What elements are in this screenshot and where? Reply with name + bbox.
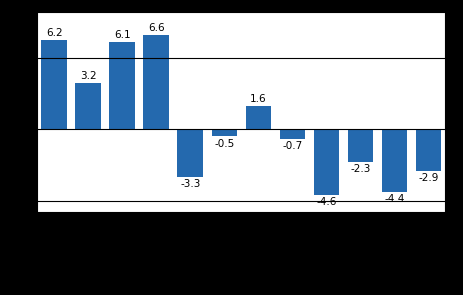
Text: -3.3: -3.3 xyxy=(180,179,200,189)
Bar xyxy=(41,40,67,129)
Text: 1.6: 1.6 xyxy=(250,94,266,104)
Text: -2.9: -2.9 xyxy=(417,173,438,183)
Text: -0.7: -0.7 xyxy=(282,142,302,151)
Text: -4.4: -4.4 xyxy=(383,194,404,204)
Bar xyxy=(109,42,135,129)
Text: 6.1: 6.1 xyxy=(113,30,130,40)
Text: -4.6: -4.6 xyxy=(315,197,336,207)
Bar xyxy=(313,129,338,195)
Bar xyxy=(143,35,169,129)
Text: 3.2: 3.2 xyxy=(80,71,96,81)
Text: 6.2: 6.2 xyxy=(46,28,63,38)
Bar xyxy=(211,129,237,137)
Text: -2.3: -2.3 xyxy=(350,164,370,174)
Text: -0.5: -0.5 xyxy=(214,139,234,149)
Bar xyxy=(177,129,202,177)
Bar xyxy=(415,129,440,171)
Bar xyxy=(347,129,372,162)
Bar xyxy=(75,83,100,129)
Text: 6.6: 6.6 xyxy=(148,23,164,32)
Bar xyxy=(245,106,270,129)
Bar xyxy=(279,129,305,139)
Bar xyxy=(381,129,406,192)
